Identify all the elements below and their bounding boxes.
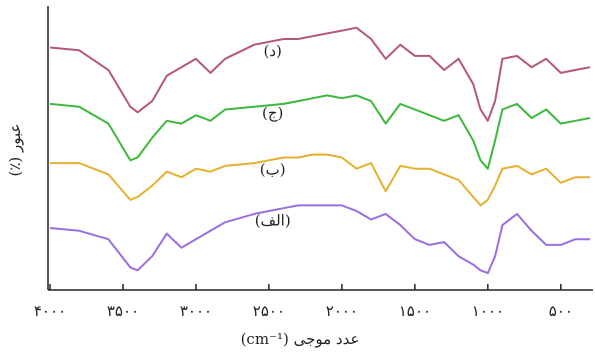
x-tick-label: ۵۰۰ — [549, 302, 573, 320]
spectrum-line — [49, 204, 590, 275]
series-label: (ج) — [262, 104, 283, 122]
spectrum-line — [50, 153, 590, 207]
x-tick-label: ۱۵۰۰ — [399, 302, 431, 320]
series-label: (د) — [264, 42, 282, 60]
series-label: (الف) — [255, 211, 291, 229]
x-tick-label: ۱۰۰۰ — [472, 302, 504, 320]
spectrum-line — [49, 94, 591, 170]
x-tick-label: ۳۵۰۰ — [107, 302, 139, 320]
x-axis-label: عدد موجی (cm⁻¹) — [241, 330, 360, 348]
series-label: (ب) — [260, 161, 286, 179]
y-axis-label: عبور (٪) — [6, 124, 24, 177]
x-tick-label: ۲۵۰۰ — [253, 302, 285, 320]
x-tick-label: ۳۰۰۰ — [180, 302, 212, 320]
x-tick-label: ۴۰۰۰ — [34, 302, 66, 320]
x-tick-label: ۲۰۰۰ — [326, 302, 358, 320]
spectrum-line — [49, 26, 591, 122]
